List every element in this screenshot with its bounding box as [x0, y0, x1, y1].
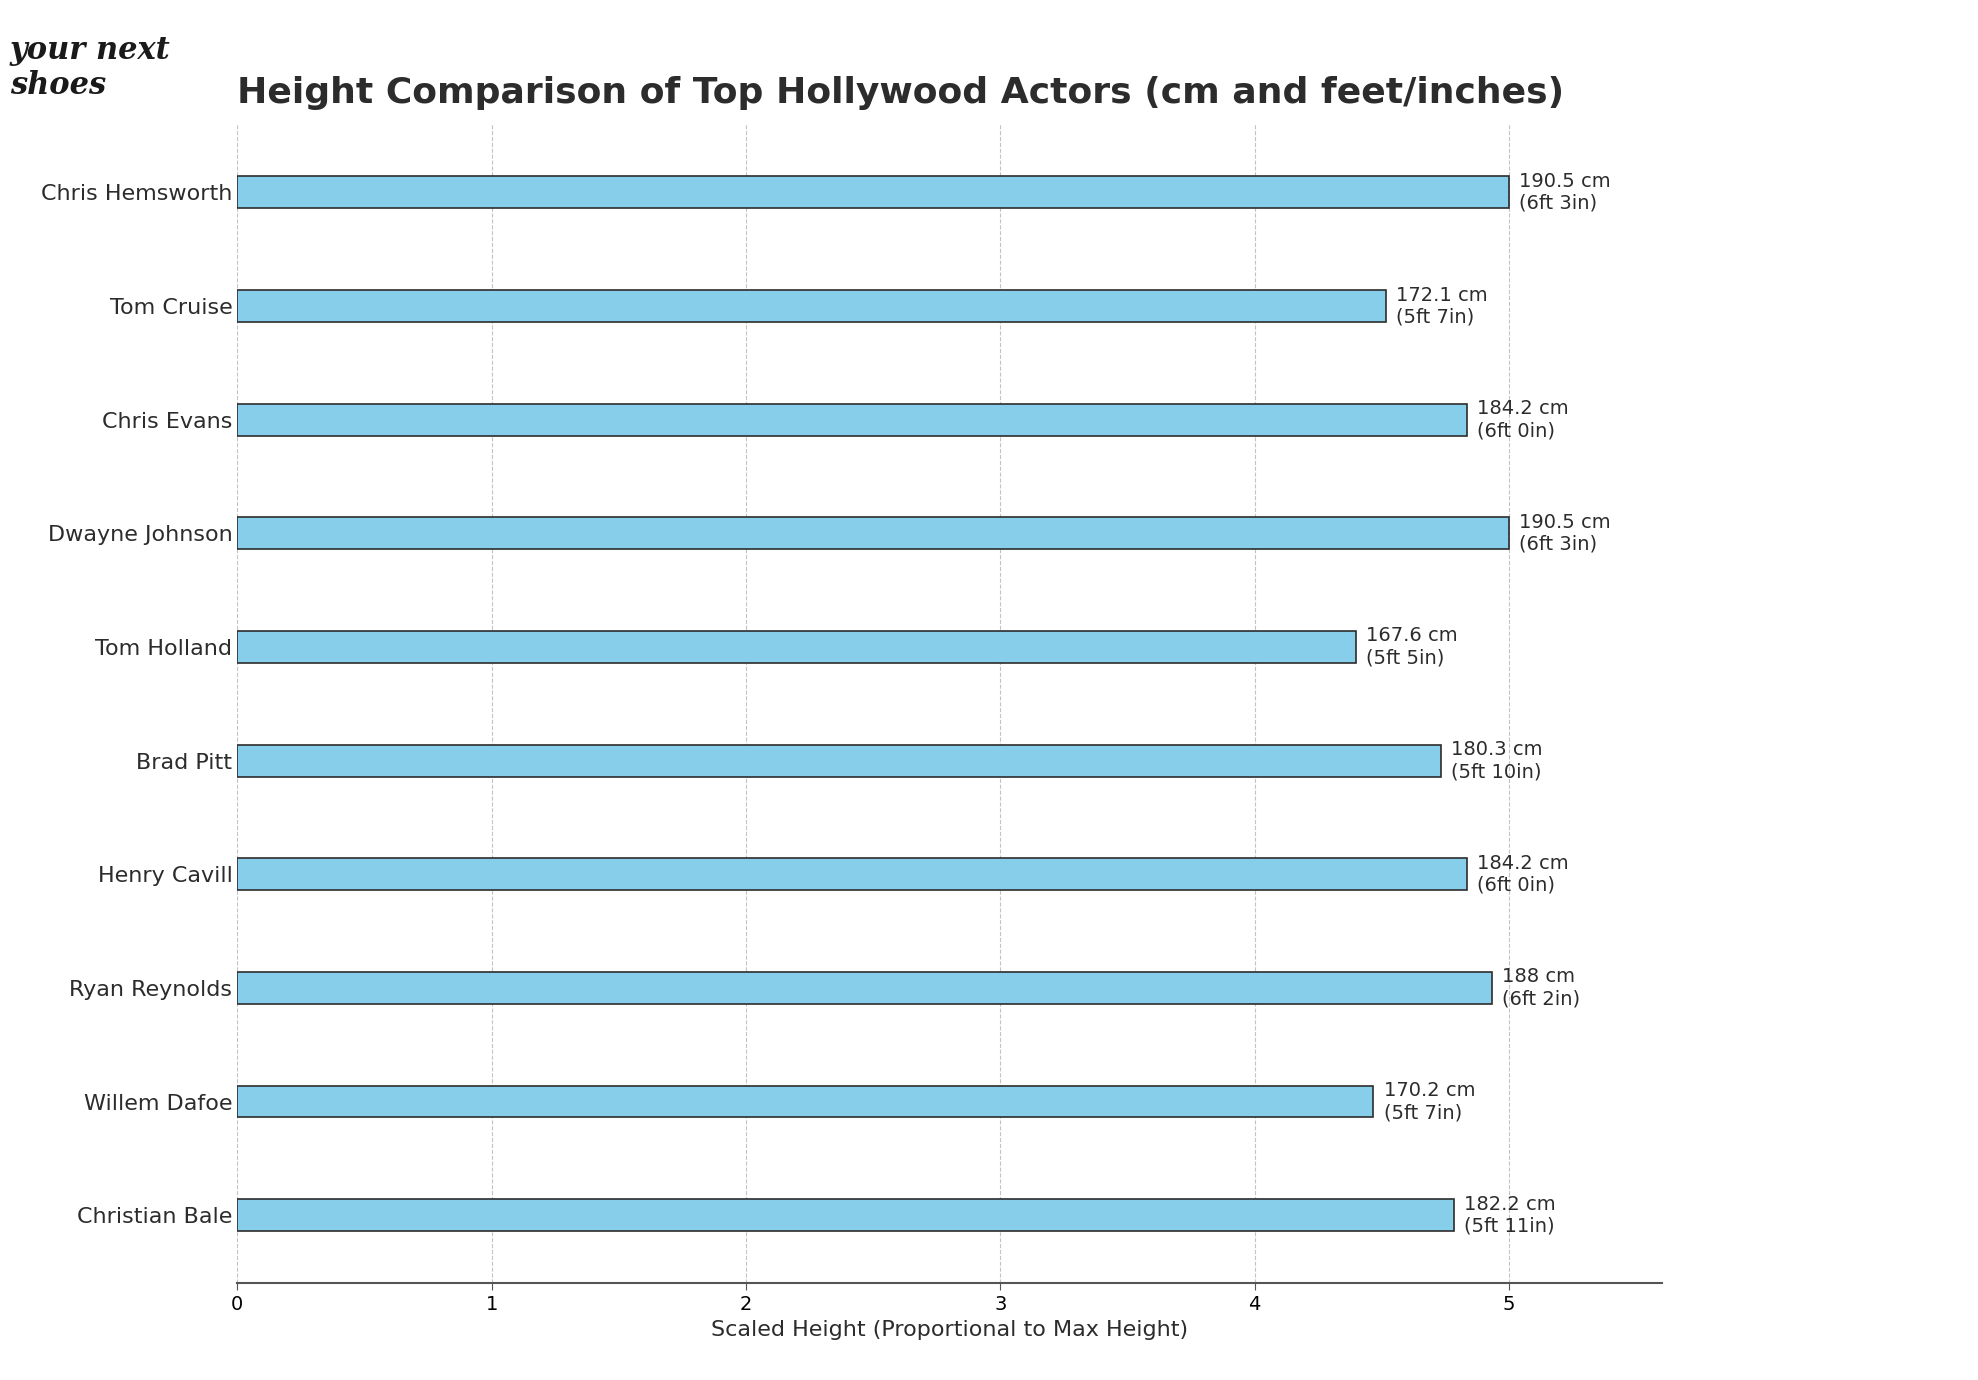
Text: 188 cm
(6ft 2in): 188 cm (6ft 2in) — [1503, 967, 1580, 1009]
Text: 167.6 cm
(5ft 5in): 167.6 cm (5ft 5in) — [1367, 627, 1458, 668]
Bar — [237, 518, 1509, 549]
Text: your next
shoes: your next shoes — [10, 34, 170, 101]
Text: 184.2 cm
(6ft 0in): 184.2 cm (6ft 0in) — [1478, 854, 1569, 894]
Text: 190.5 cm
(6ft 3in): 190.5 cm (6ft 3in) — [1519, 172, 1610, 213]
Text: 180.3 cm
(5ft 10in): 180.3 cm (5ft 10in) — [1452, 740, 1543, 781]
Text: 182.2 cm
(5ft 11in): 182.2 cm (5ft 11in) — [1464, 1195, 1555, 1235]
Text: 170.2 cm
(5ft 7in): 170.2 cm (5ft 7in) — [1383, 1081, 1476, 1122]
Bar — [237, 1199, 1454, 1231]
Text: 190.5 cm
(6ft 3in): 190.5 cm (6ft 3in) — [1519, 513, 1610, 553]
Bar — [237, 404, 1468, 436]
Bar — [237, 177, 1509, 208]
Bar — [237, 631, 1357, 662]
Bar — [237, 290, 1387, 322]
Text: 172.1 cm
(5ft 7in): 172.1 cm (5ft 7in) — [1396, 286, 1487, 327]
Text: 184.2 cm
(6ft 0in): 184.2 cm (6ft 0in) — [1478, 399, 1569, 440]
Bar — [237, 745, 1440, 777]
Bar — [237, 972, 1491, 1003]
X-axis label: Scaled Height (Proportional to Max Height): Scaled Height (Proportional to Max Heigh… — [710, 1319, 1189, 1340]
Bar — [237, 858, 1468, 890]
Text: Height Comparison of Top Hollywood Actors (cm and feet/inches): Height Comparison of Top Hollywood Actor… — [237, 76, 1565, 110]
Bar — [237, 1086, 1373, 1118]
